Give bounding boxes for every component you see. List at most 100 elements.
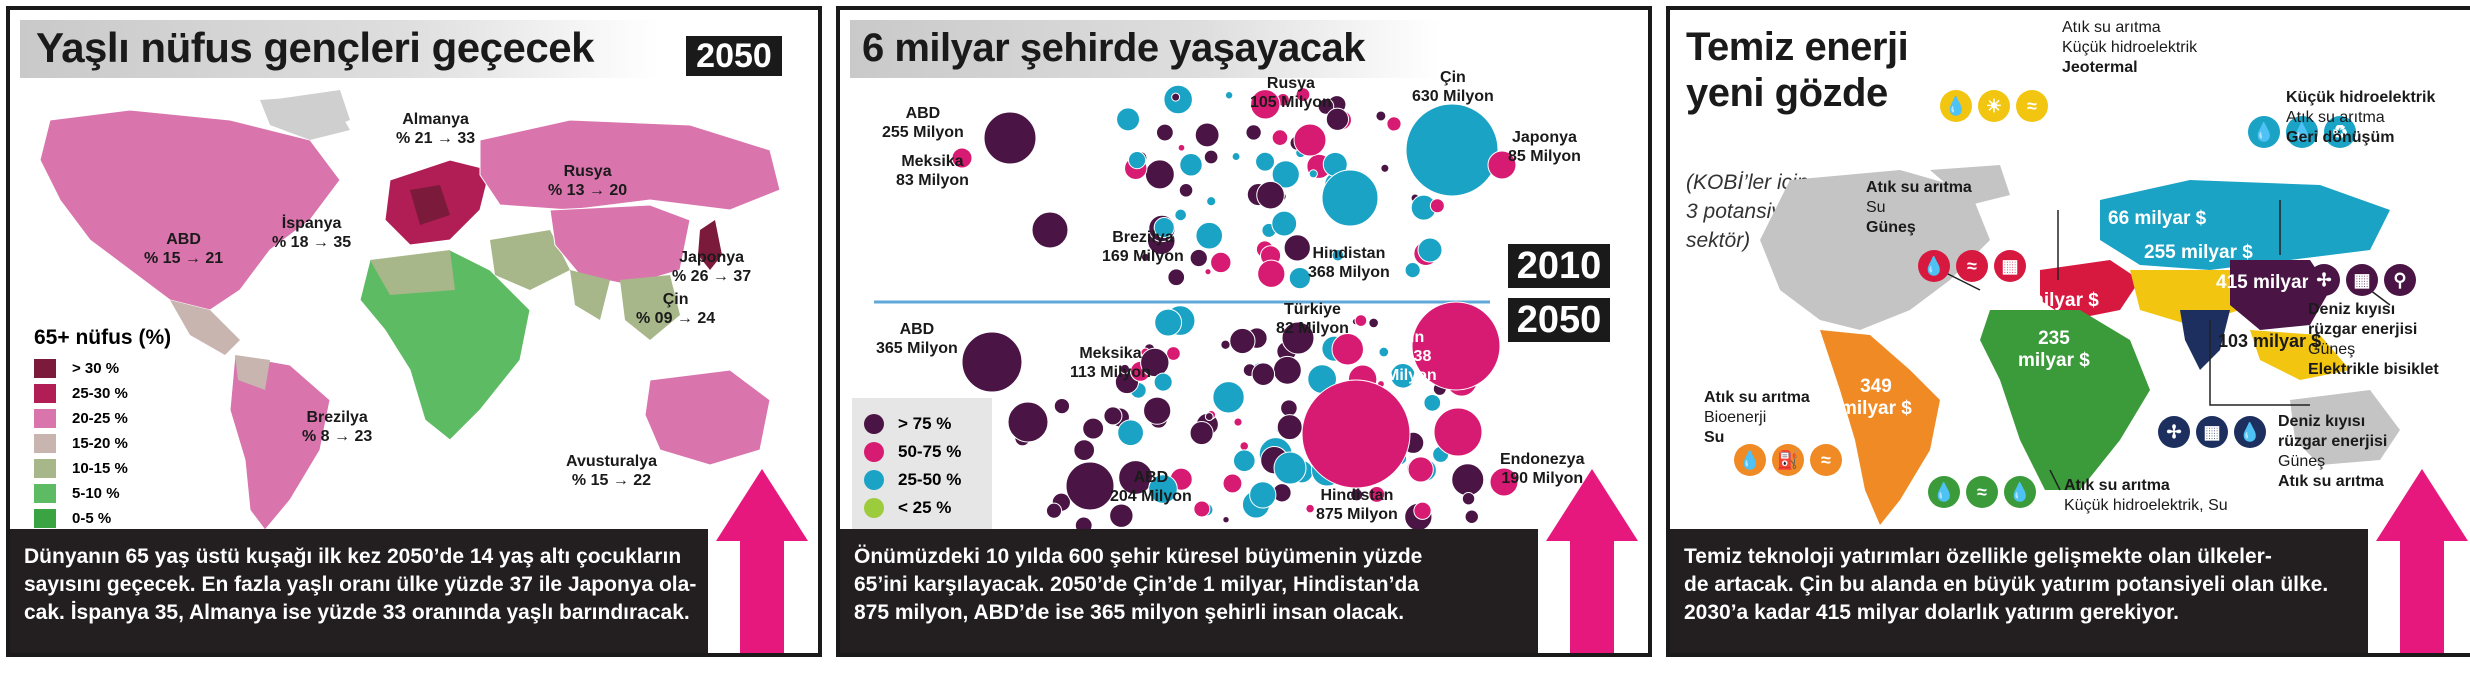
city-bubble	[1386, 116, 1402, 132]
bubble-endonezya-2050	[1489, 467, 1519, 497]
city-bubble	[1325, 107, 1350, 131]
label-meksika-2050: Meksika 113 Milyon	[1070, 345, 1151, 381]
label-meksika-2010: Meksika 83 Milyon	[896, 153, 969, 189]
water-drop-icon: 💧	[2248, 116, 2280, 148]
callout-latin-america: Atık su arıtma Bioenerji Su	[1704, 389, 1810, 446]
world-map-clean-energy	[1760, 165, 2400, 525]
legend-urban: > 75 % 50-75 % 25-50 % < 25 %	[852, 398, 992, 530]
legend-item: > 30 %	[34, 356, 171, 381]
legend-swatch	[34, 359, 56, 378]
city-bubble	[1280, 399, 1298, 417]
value-latin-america: 349 milyar $	[1840, 376, 1912, 419]
city-bubble	[1117, 419, 1144, 447]
caption: Önümüzdeki 10 yılda 600 şehir küresel bü…	[840, 529, 1538, 653]
city-bubble	[1429, 198, 1445, 214]
city-bubble	[1283, 234, 1311, 262]
legend-swatch	[34, 384, 56, 403]
callout-india: Deniz kıyısı rüzgar enerjisi Güneş Atık su …	[2278, 413, 2388, 490]
city-bubble	[1206, 196, 1217, 207]
label-hindistan-2050: Hindistan 875 Milyon	[1316, 487, 1398, 523]
title-background	[20, 20, 660, 78]
city-bubble	[1144, 159, 1175, 190]
callout-china: Deniz kıyısı rüzgar enerjisi Güneş Elektrik…	[2308, 301, 2439, 378]
legend-item: 25-50 %	[864, 466, 992, 494]
label-endonezya-2050: Endonezya 190 Milyon	[1500, 451, 1585, 487]
water-icon: 💧	[2004, 476, 2036, 508]
city-bubble	[1178, 182, 1194, 198]
bubble-turkiye-2050	[1281, 321, 1315, 355]
city-bubble	[1194, 122, 1220, 148]
label-avustralya: Avusturalya% 15 → 22	[566, 453, 657, 489]
legend-item: 20-25 %	[34, 406, 171, 431]
legend-swatch	[864, 470, 884, 490]
legend-label: 15-20 %	[72, 435, 128, 452]
legend-aging: 65+ nüfus (%) > 30 % 25-30 % 20-25 % 15-20 …	[34, 326, 171, 531]
waves-icon: ≈	[2016, 90, 2048, 122]
bubble-meksika-2010	[951, 147, 973, 169]
year-badge-2010: 2010	[1508, 244, 1610, 288]
fuel-icon: ⛽	[1772, 444, 1804, 476]
city-bubble	[1212, 381, 1245, 414]
city-bubble	[1167, 268, 1186, 287]
city-bubble	[1103, 406, 1123, 426]
city-bubble	[1331, 248, 1345, 262]
city-bubble	[1255, 151, 1276, 172]
label-cin-2010: Çin 630 Milyon	[1412, 69, 1494, 105]
bubble-abd2-2050	[1065, 461, 1115, 511]
legend-label: 5-10 %	[72, 485, 120, 502]
panel-clean-energy: Temiz enerji yeni gözde (KOBİ’ler için 3 p…	[1666, 6, 2470, 657]
city-bubble	[1127, 151, 1147, 170]
legend-title: 65+ nüfus (%)	[34, 326, 172, 349]
city-bubble	[1368, 317, 1379, 329]
city-bubble	[1380, 163, 1390, 173]
city-bubble	[1153, 372, 1173, 392]
city-bubble	[1451, 463, 1485, 497]
city-bubble	[1276, 414, 1303, 441]
city-bubble	[1271, 160, 1300, 189]
city-bubble	[1404, 262, 1421, 279]
up-arrow-icon	[716, 469, 808, 653]
sun-icon: ☀	[1978, 90, 2010, 122]
legend-swatch	[864, 414, 884, 434]
city-bubble	[1249, 481, 1277, 509]
city-bubble	[1116, 107, 1141, 132]
city-bubble	[1118, 460, 1153, 495]
city-bubble	[1119, 363, 1131, 375]
city-bubble	[1256, 180, 1285, 210]
water-drop-icon: 💧	[1928, 476, 1960, 508]
value-africa: 235 milyar $	[2018, 328, 2090, 371]
city-bubble	[1189, 421, 1214, 446]
city-bubble	[1272, 355, 1302, 385]
value-europe: 195 milyar $	[1990, 290, 2099, 311]
world-map-aging	[39, 90, 781, 531]
label-hindistan-2010: Hindistan 368 Milyon	[1308, 245, 1390, 281]
city-bubble	[1109, 503, 1134, 528]
legend-swatch	[864, 442, 884, 462]
city-bubble	[1140, 347, 1170, 378]
city-bubble	[1153, 216, 1175, 239]
city-bubble	[1222, 516, 1230, 524]
city-bubble	[1045, 502, 1063, 519]
solar-panel-icon: ▦	[1994, 250, 2026, 282]
title-background	[850, 20, 1440, 78]
legend-label: 25-50 %	[898, 470, 962, 489]
legend-label: 0-5 %	[72, 510, 112, 527]
recycle-icon: ♻	[2324, 116, 2356, 148]
city-bubble	[1229, 327, 1256, 355]
year-badge-2050: 2050	[1508, 298, 1610, 342]
city-bubble	[1231, 152, 1241, 161]
bubble-brezilya-2010	[1031, 211, 1069, 249]
wind-turbine-icon: ✢	[2158, 416, 2190, 448]
city-bubble	[1203, 149, 1219, 165]
legend-item: 50-75 %	[864, 438, 992, 466]
city-bubble	[1140, 252, 1150, 262]
city-bubble	[1423, 393, 1442, 412]
legend-label: < 25 %	[898, 498, 952, 517]
legend-item: 15-20 %	[34, 431, 171, 456]
city-bubble	[1082, 417, 1105, 440]
value-southeast-asia: 103 milyar $	[2218, 331, 2322, 351]
city-bubble	[1232, 449, 1256, 473]
legend-swatch	[34, 459, 56, 478]
label-rusya-2010: Rusya 105 Milyon	[1250, 75, 1332, 111]
city-bubble	[1288, 266, 1311, 290]
